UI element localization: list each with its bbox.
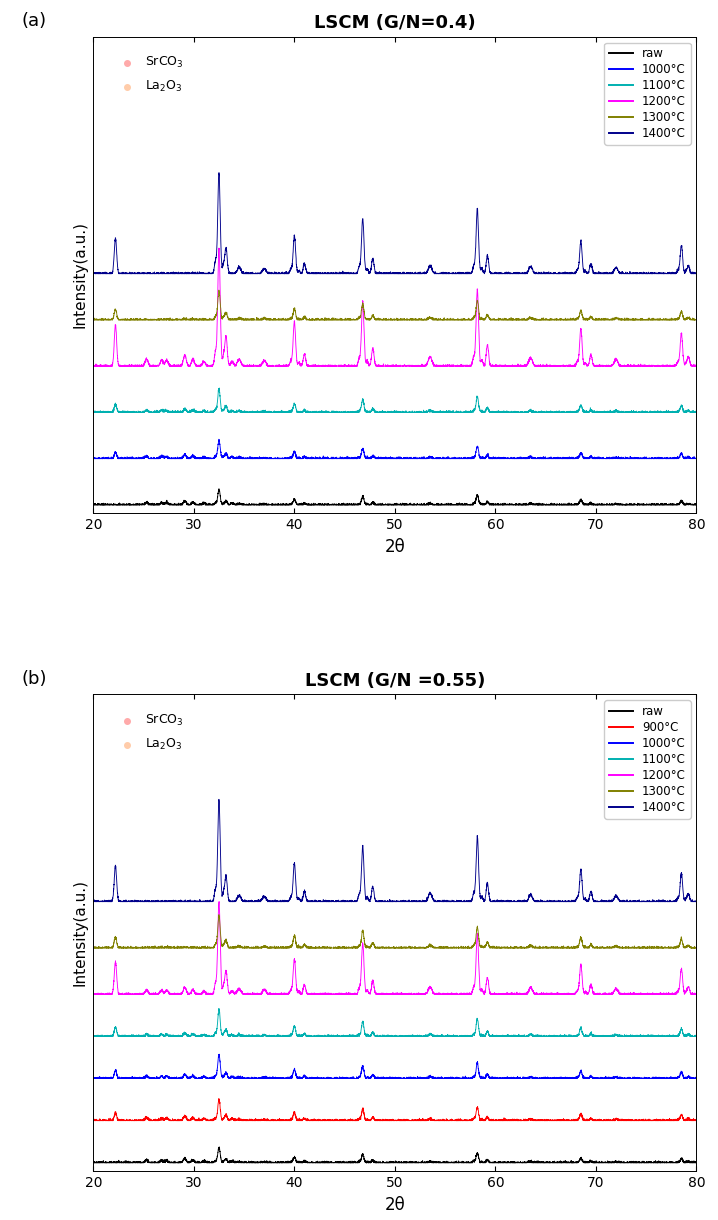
Y-axis label: Intensity(a.u.): Intensity(a.u.) <box>73 880 88 986</box>
X-axis label: 2θ: 2θ <box>385 538 405 556</box>
Legend: raw, 1000°C, 1100°C, 1200°C, 1300°C, 1400°C: raw, 1000°C, 1100°C, 1200°C, 1300°C, 140… <box>604 43 691 145</box>
X-axis label: 2θ: 2θ <box>385 1196 405 1214</box>
Text: (a): (a) <box>22 12 47 30</box>
Text: La$_2$O$_3$: La$_2$O$_3$ <box>144 737 182 752</box>
Text: SrCO$_3$: SrCO$_3$ <box>144 55 183 71</box>
Y-axis label: Intensity(a.u.): Intensity(a.u.) <box>73 222 88 328</box>
Text: SrCO$_3$: SrCO$_3$ <box>144 714 183 728</box>
Text: La$_2$O$_3$: La$_2$O$_3$ <box>144 79 182 94</box>
Legend: raw, 900°C, 1000°C, 1100°C, 1200°C, 1300°C, 1400°C: raw, 900°C, 1000°C, 1100°C, 1200°C, 1300… <box>604 700 691 819</box>
Title: LSCM (G/N =0.55): LSCM (G/N =0.55) <box>304 672 485 691</box>
Text: (b): (b) <box>22 670 47 688</box>
Title: LSCM (G/N=0.4): LSCM (G/N=0.4) <box>314 15 476 32</box>
